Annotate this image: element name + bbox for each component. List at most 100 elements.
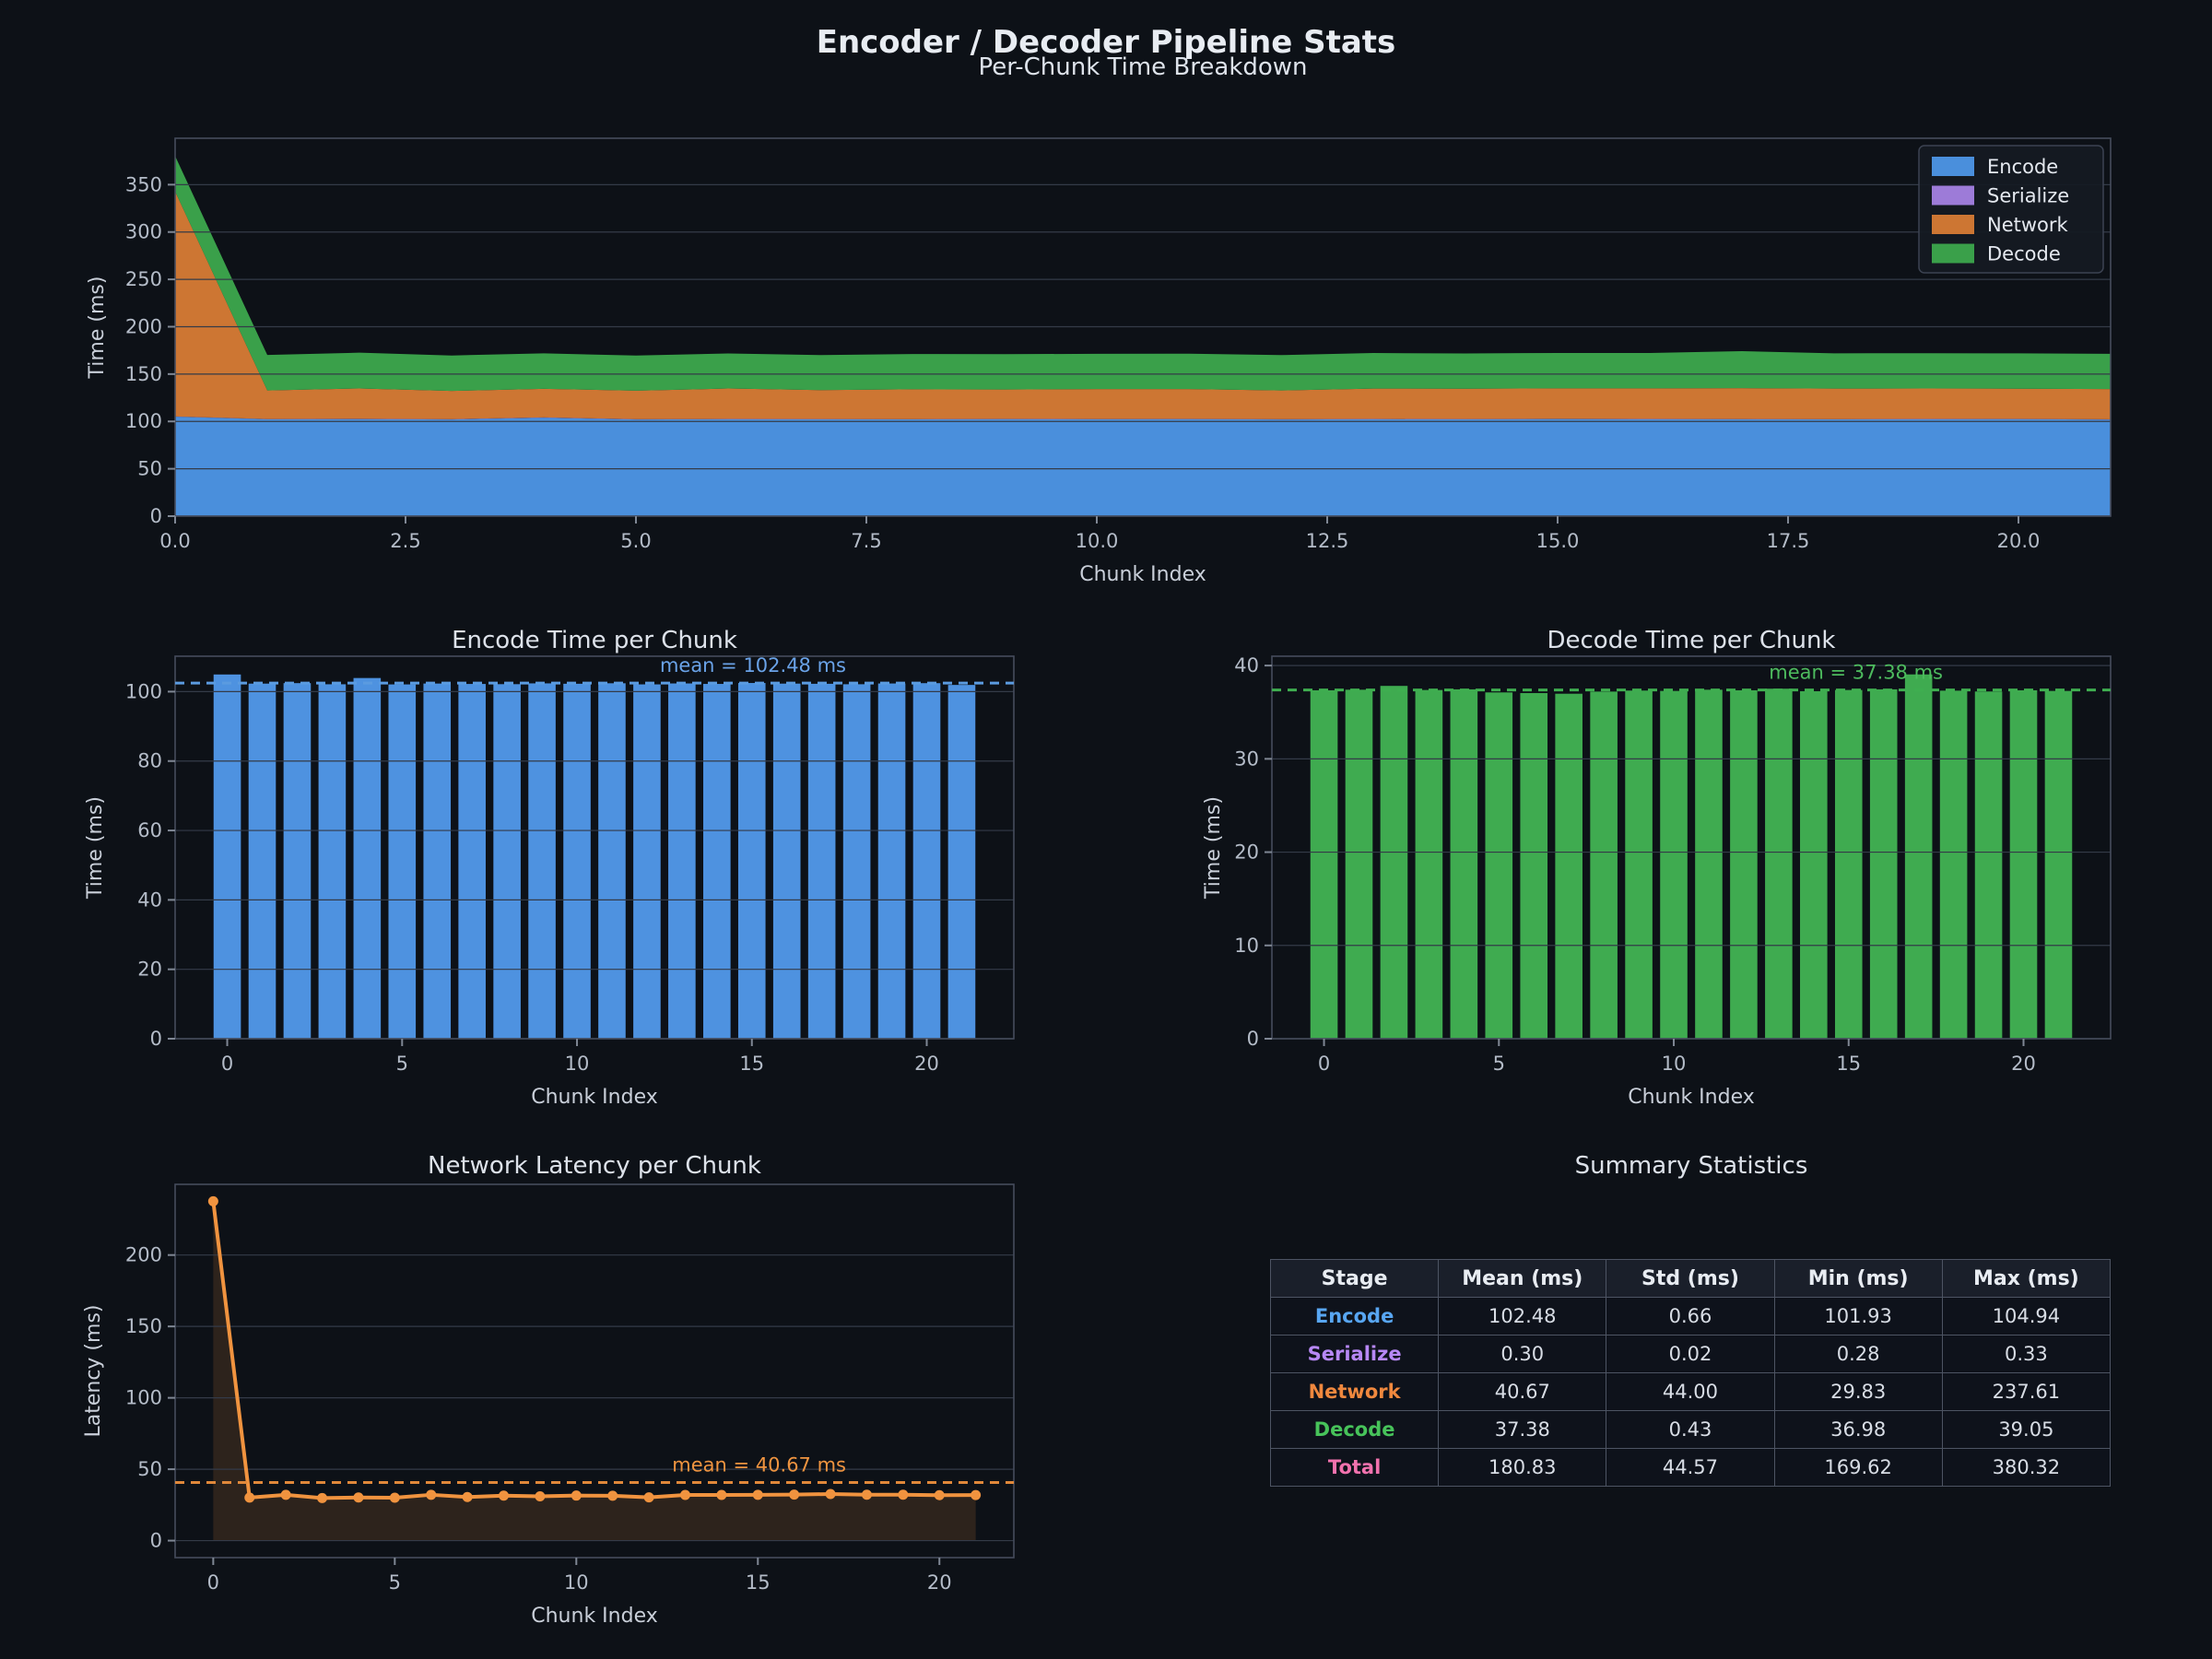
- network-point-6: [426, 1489, 437, 1500]
- encode-bar-1: [248, 683, 276, 1039]
- encode-mean-label: mean = 102.48 ms: [660, 654, 846, 677]
- stacked-ytick: 50: [137, 458, 162, 480]
- encode-ytick: 40: [137, 888, 162, 911]
- stat-value: 0.30: [1438, 1335, 1607, 1373]
- encode-plot-border: [174, 655, 1015, 1040]
- decode-bar-18: [1939, 690, 1968, 1039]
- network-ytick: 150: [125, 1315, 162, 1337]
- stacked-xtick: 2.5: [390, 530, 420, 552]
- encode-bar-12: [633, 684, 661, 1039]
- encode-bar-3: [318, 684, 347, 1039]
- network-xlabel: Chunk Index: [531, 1605, 658, 1628]
- network-ytick: 100: [125, 1387, 162, 1409]
- stacked-chart-title: Per-Chunk Time Breakdown: [978, 53, 1308, 81]
- network-ylabel: Latency (ms): [82, 1304, 105, 1437]
- summary-row-network: Network 40.67 44.00 29.83 237.61: [1269, 1372, 2112, 1411]
- decode-xtick: 5: [1493, 1053, 1505, 1075]
- legend-swatch-decode: [1932, 243, 1974, 264]
- encode-bar-16: [772, 683, 801, 1039]
- network-point-14: [716, 1489, 727, 1500]
- network-point-1: [244, 1492, 255, 1503]
- encode-xtick: 15: [739, 1053, 764, 1075]
- stacked-xtick: 17.5: [1767, 530, 1810, 552]
- stage-label: Encode: [1269, 1297, 1440, 1335]
- network-point-19: [898, 1489, 909, 1500]
- encode-ytick: 20: [137, 959, 162, 981]
- stacked-xlabel: Chunk Index: [1079, 563, 1206, 586]
- stat-value: 44.00: [1606, 1372, 1775, 1411]
- network-point-8: [499, 1490, 510, 1501]
- encode-bar-6: [423, 683, 452, 1039]
- stage-label: Decode: [1269, 1410, 1440, 1449]
- encode-bar-20: [912, 683, 941, 1039]
- network-plot-border: [174, 1183, 1015, 1559]
- decode-xtick: 15: [1836, 1053, 1861, 1075]
- decode-bar-6: [1520, 692, 1548, 1039]
- legend: Encode Serialize Network Decode: [1918, 145, 2104, 274]
- decode-bar-8: [1590, 691, 1618, 1039]
- decode-ytick: 20: [1234, 841, 1259, 864]
- decode-bars: [1310, 674, 2073, 1039]
- stage-label: Total: [1269, 1448, 1440, 1487]
- decode-plot-border: [1271, 655, 2112, 1040]
- stacked-xtick: 5.0: [620, 530, 651, 552]
- encode-ytick: 100: [125, 680, 162, 702]
- network-chart-title: Network Latency per Chunk: [428, 1152, 761, 1180]
- network-point-15: [752, 1489, 763, 1500]
- decode-bar-15: [1834, 689, 1863, 1039]
- summary-col-header: Max (ms): [1941, 1259, 2112, 1298]
- stacked-ylabel: Time (ms): [86, 276, 109, 380]
- encode-xtick: 5: [396, 1053, 408, 1075]
- decode-bar-21: [2044, 690, 2073, 1039]
- encode-bar-4: [353, 677, 382, 1039]
- stat-value: 40.67: [1438, 1372, 1607, 1411]
- summary-table: Stage Mean (ms) Std (ms) Min (ms) Max (ms) E…: [1269, 1259, 2112, 1487]
- encode-xlabel: Chunk Index: [531, 1086, 658, 1109]
- decode-ylabel: Time (ms): [1202, 796, 1225, 900]
- decode-bar-3: [1415, 689, 1443, 1039]
- summary-row-serialize: Serialize 0.30 0.02 0.28 0.33: [1269, 1335, 2112, 1373]
- encode-xtick: 0: [221, 1053, 233, 1075]
- stacked-axes: 0 50 100 150 200 250 300 350 0.0 2.5 5.0 7.5 10.0 12.…: [86, 137, 2112, 586]
- stacked-xtick: 0.0: [159, 530, 190, 552]
- encode-bar-15: [737, 683, 766, 1039]
- network-mean-label: mean = 40.67 ms: [672, 1454, 846, 1477]
- legend-swatch-serialize: [1932, 185, 1974, 206]
- network-ytick: 200: [125, 1244, 162, 1266]
- encode-bar-18: [842, 684, 871, 1039]
- stat-value: 0.02: [1606, 1335, 1775, 1373]
- decode-bar-16: [1869, 688, 1898, 1039]
- stat-value: 104.94: [1941, 1297, 2112, 1335]
- network-point-0: [207, 1195, 218, 1206]
- stat-value: 0.33: [1941, 1335, 2112, 1373]
- network-point-11: [607, 1490, 618, 1501]
- network-line-chart: 0 50 100 150 200 0 5 10 15 20 Chunk Index Latency (…: [82, 1183, 1015, 1628]
- network-point-21: [971, 1489, 982, 1500]
- series-serialize-area: [175, 416, 2111, 420]
- decode-bar-20: [2009, 689, 2038, 1039]
- stat-value: 0.28: [1773, 1335, 1943, 1373]
- stacked-ytick: 100: [125, 410, 162, 432]
- stat-value: 29.83: [1773, 1372, 1943, 1411]
- decode-bar-1: [1345, 689, 1373, 1039]
- series-network-area: [175, 191, 2111, 419]
- encode-bar-11: [598, 683, 626, 1039]
- decode-bar-chart: 0 10 20 30 40 0 5 10 15 20 Chunk Index Time (ms) mea…: [1202, 654, 2112, 1109]
- decode-xtick: 20: [2011, 1053, 2036, 1075]
- decode-ytick: 0: [1247, 1028, 1259, 1050]
- encode-bar-5: [388, 684, 417, 1039]
- stat-value: 44.57: [1606, 1448, 1775, 1487]
- encode-xtick: 10: [565, 1053, 590, 1075]
- decode-ytick: 10: [1234, 935, 1259, 957]
- decode-bar-0: [1310, 689, 1338, 1039]
- encode-bars: [213, 674, 976, 1039]
- decode-chart-title: Decode Time per Chunk: [1547, 627, 1836, 654]
- decode-bar-17: [1904, 674, 1933, 1039]
- network-point-5: [389, 1492, 400, 1503]
- network-point-9: [535, 1491, 546, 1502]
- network-point-10: [571, 1490, 582, 1501]
- decode-bar-19: [1974, 691, 2003, 1039]
- decode-bar-2: [1380, 686, 1408, 1039]
- network-point-12: [643, 1492, 654, 1503]
